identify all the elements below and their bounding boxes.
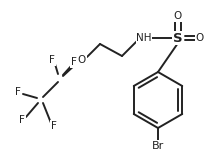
Text: F: F	[49, 55, 55, 65]
Text: F: F	[19, 115, 25, 125]
Text: O: O	[78, 55, 86, 65]
Text: O: O	[174, 11, 182, 21]
Text: F: F	[51, 121, 57, 131]
Text: S: S	[173, 32, 183, 44]
Text: F: F	[15, 87, 21, 97]
Text: NH: NH	[136, 33, 152, 43]
Text: Br: Br	[152, 141, 164, 151]
Text: F: F	[71, 57, 77, 67]
Text: O: O	[196, 33, 204, 43]
